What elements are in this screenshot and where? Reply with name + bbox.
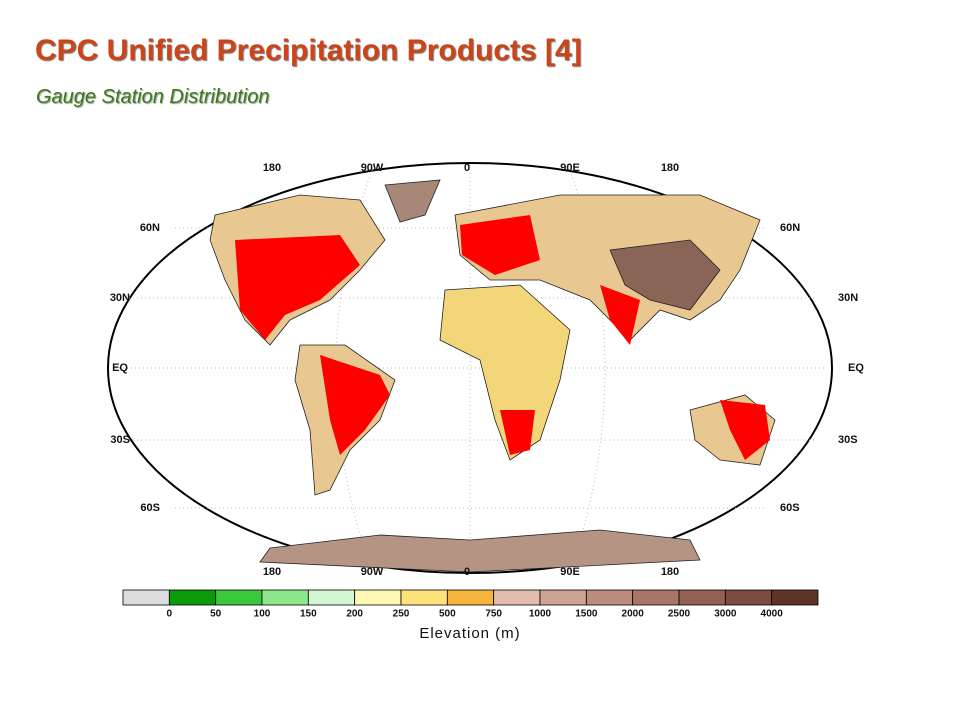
lat-label: 60S: [780, 502, 800, 514]
colorbar-label: 1000: [529, 609, 552, 620]
lat-label: 30S: [838, 434, 858, 446]
colorbar-label: 500: [439, 609, 456, 620]
lon-label: 180: [661, 566, 679, 578]
colorbar-label: 1500: [575, 609, 598, 620]
colorbar-label: 2000: [622, 609, 645, 620]
lat-label: EQ: [848, 362, 864, 374]
colorbar-swatch: [678, 589, 726, 606]
colorbar-label: 50: [210, 609, 222, 620]
colorbar-swatch: [122, 589, 170, 606]
lon-label: 0: [464, 162, 470, 174]
lat-label: 60N: [140, 222, 160, 234]
colorbar-label: 200: [346, 609, 363, 620]
colorbar-label: 4000: [761, 609, 784, 620]
colorbar-label: 3000: [714, 609, 737, 620]
colorbar-swatch: [446, 589, 495, 606]
lat-label: 60S: [140, 502, 160, 514]
lon-label: 90W: [361, 162, 384, 174]
lon-label: 90E: [560, 566, 580, 578]
colorbar-swatch: [168, 589, 217, 606]
subtitle: Gauge Station Distribution: [36, 86, 270, 108]
lat-label: 30N: [110, 292, 130, 304]
colorbar-swatch: [771, 589, 819, 606]
lon-label: 180: [263, 566, 281, 578]
colorbar-swatch: [493, 589, 541, 606]
colorbar-label: 750: [485, 609, 502, 620]
lat-label: 30N: [838, 292, 858, 304]
lat-label: EQ: [112, 362, 128, 374]
colorbar-swatch: [724, 589, 773, 606]
colorbar-swatch: [261, 589, 309, 606]
colorbar-swatch: [307, 589, 356, 606]
lat-label: 30S: [110, 434, 130, 446]
lat-label: 60N: [780, 222, 800, 234]
colorbar-swatch: [632, 589, 680, 606]
colorbar-swatch: [585, 589, 634, 606]
title: CPC Unified Precipitation Products [4]: [35, 34, 582, 67]
continents: [209, 179, 776, 573]
colorbar-label: 250: [393, 609, 410, 620]
colorbar-title: Elevation (m): [419, 625, 520, 642]
colorbar-swatch: [539, 589, 587, 606]
lon-label: 180: [263, 162, 281, 174]
colorbar-label: 150: [300, 609, 317, 620]
lon-label: 90E: [560, 162, 580, 174]
colorbar-label: 0: [167, 609, 173, 620]
lon-label: 180: [661, 162, 679, 174]
colorbar-label: 100: [254, 609, 271, 620]
colorbar-swatch: [400, 589, 448, 606]
lon-label: 90W: [361, 566, 384, 578]
colorbar-swatch: [215, 589, 263, 606]
colorbar-label: 2500: [668, 609, 691, 620]
lon-label: 0: [464, 566, 470, 578]
colorbar-swatch: [354, 589, 402, 606]
